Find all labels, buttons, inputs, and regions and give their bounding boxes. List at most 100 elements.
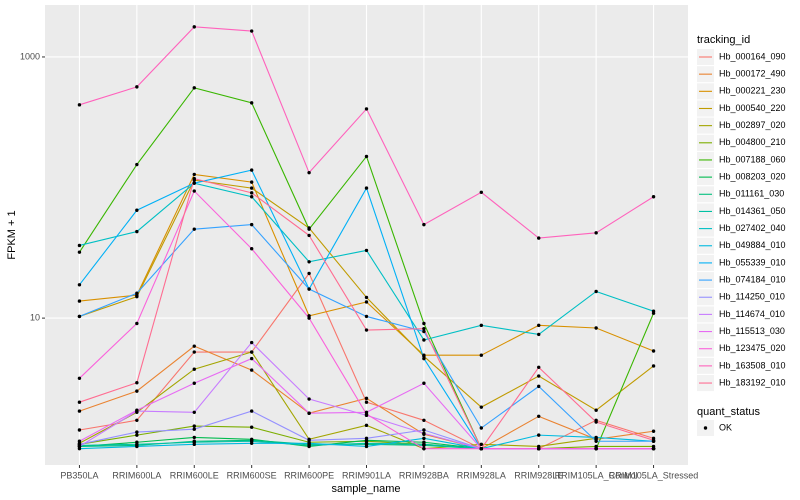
data-point: [135, 389, 139, 393]
data-point: [307, 271, 311, 276]
data-point: [77, 409, 82, 413]
legend-label: Hb_007188_060: [719, 154, 786, 164]
legend-point: [703, 426, 708, 430]
data-point: [135, 433, 139, 437]
data-point: [651, 195, 656, 199]
x-tick-label: RRIM105LA_Stressed: [609, 470, 699, 480]
data-point: [77, 103, 82, 107]
data-point: [77, 243, 82, 248]
data-point: [249, 247, 254, 251]
data-point: [192, 367, 196, 371]
data-point: [249, 425, 254, 429]
data-point: [479, 323, 484, 328]
data-point: [651, 364, 656, 368]
data-point: [479, 190, 484, 194]
x-tick-label: RRIM600SE: [227, 470, 277, 480]
data-point: [77, 444, 82, 449]
data-point: [135, 381, 139, 385]
data-point: [192, 172, 196, 177]
x-tick-label: RRIM600LE: [170, 470, 219, 480]
data-point: [135, 444, 139, 449]
x-tick-label: RRIM928BA: [399, 470, 449, 480]
data-point: [479, 442, 484, 447]
data-point: [651, 309, 656, 313]
legend-label: Hb_049884_010: [719, 240, 786, 250]
legend-label: Hb_014361_050: [719, 206, 786, 216]
data-point: [651, 446, 656, 451]
data-point: [192, 442, 196, 447]
data-point: [307, 316, 311, 320]
x-tick-label: RRIM928LE: [514, 470, 563, 480]
legend-label: Hb_114250_010: [719, 292, 785, 302]
x-tick-label: RRIM901LA: [342, 470, 391, 480]
data-point: [364, 154, 369, 159]
data-point: [77, 376, 82, 380]
data-point: [422, 431, 426, 436]
data-point: [192, 344, 196, 348]
data-point: [422, 436, 426, 441]
data-point: [135, 162, 139, 167]
data-point: [135, 291, 139, 295]
data-point: [77, 283, 82, 287]
data-point: [135, 321, 139, 326]
data-point: [249, 180, 254, 184]
data-point: [422, 321, 426, 326]
x-tick-label: RRIM928LA: [457, 470, 506, 480]
data-point: [249, 222, 254, 227]
data-point: [77, 439, 82, 443]
data-point: [249, 356, 254, 361]
y-tick-label: 10: [30, 312, 40, 322]
data-point: [364, 107, 369, 111]
data-point: [249, 350, 254, 354]
data-point: [479, 426, 484, 430]
y-axis-title: FPKM + 1: [6, 210, 18, 259]
data-point: [307, 441, 311, 445]
legend-label: Hb_002897_020: [719, 120, 786, 130]
data-point: [249, 340, 254, 345]
data-point: [651, 429, 656, 433]
data-point: [537, 365, 541, 370]
series-line: [79, 351, 597, 450]
data-point: [77, 314, 82, 319]
data-point: [192, 181, 196, 185]
data-point: [594, 420, 598, 424]
data-point: [249, 409, 254, 413]
data-point: [364, 300, 369, 304]
data-point: [249, 186, 254, 190]
legend-label: Hb_114674_010: [719, 309, 785, 319]
data-point: [307, 438, 311, 442]
data-point: [192, 435, 196, 440]
data-point: [422, 418, 426, 422]
data-point: [77, 428, 82, 432]
data-point: [651, 349, 656, 353]
data-point: [192, 350, 196, 354]
data-point: [364, 441, 369, 445]
data-point: [364, 295, 369, 300]
x-tick-label: PB350LA: [60, 470, 98, 480]
data-point: [135, 430, 139, 434]
x-tick-label: RRIM600PE: [284, 470, 334, 480]
legend-label: Hb_055339_010: [719, 257, 786, 267]
data-point: [364, 328, 369, 332]
x-tick-label: RRIM600LA: [112, 470, 161, 480]
data-point: [537, 374, 541, 378]
data-point: [77, 299, 82, 303]
legend-title: tracking_id: [697, 34, 750, 46]
data-point: [594, 289, 598, 294]
data-point: [422, 329, 426, 334]
data-point: [651, 438, 656, 442]
legend-label: Hb_027402_040: [719, 223, 786, 233]
data-point: [135, 294, 139, 299]
legend-label: Hb_183192_010: [719, 377, 786, 387]
legend-label: Hb_004800_210: [719, 137, 786, 147]
data-point: [192, 189, 196, 193]
data-point: [249, 101, 254, 105]
x-axis-title: sample_name: [331, 483, 400, 495]
data-point: [307, 397, 311, 401]
legend-label: Hb_000172_490: [719, 69, 786, 79]
data-point: [192, 410, 196, 414]
legend-label: Hb_011161_030: [719, 189, 784, 199]
data-point: [594, 326, 598, 330]
data-point: [422, 222, 426, 227]
